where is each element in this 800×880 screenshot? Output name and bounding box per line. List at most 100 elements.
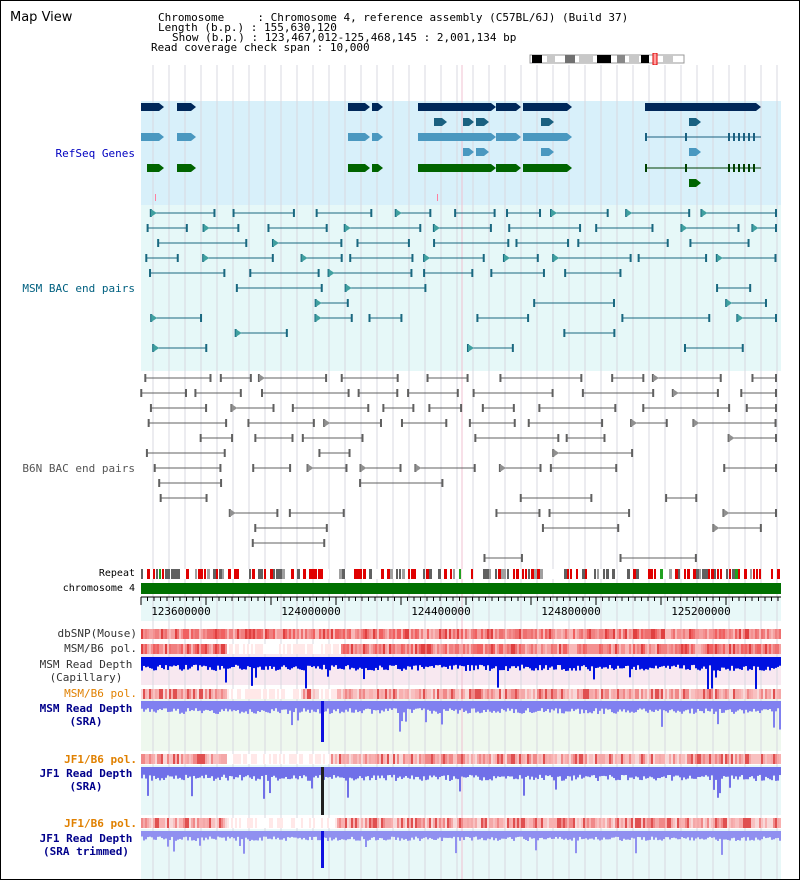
jf1-trim-depth-bar	[277, 831, 279, 838]
refseq-exon	[685, 164, 687, 172]
jf1-b6-pol-mark	[451, 754, 453, 764]
msm-capillary-depth-bar	[341, 657, 343, 670]
msm-capillary-depth-bar	[685, 657, 687, 670]
track-label-msm-b6-pol[interactable]: MSM/B6 pol.	[64, 642, 137, 655]
track-label-jf1-b6-pol-2[interactable]: JF1/B6 pol.	[64, 817, 137, 830]
b6n-bac-pair-arrow	[652, 374, 659, 382]
jf1-sra-depth-bar	[749, 767, 751, 778]
msm-capillary-depth-bar	[347, 657, 349, 666]
msm-b6-pol2-mark	[327, 689, 329, 699]
jf1-b6-pol2-mark	[251, 818, 253, 828]
msm-b6-pol2-mark	[185, 689, 187, 699]
dbsnp-mark	[507, 629, 509, 639]
msm-bac-pair-end	[542, 269, 545, 277]
msm-b6-pol-mark	[195, 644, 197, 654]
dbsnp-mark	[169, 629, 171, 639]
b6n-bac-pair-end	[483, 554, 486, 562]
repeat-mark	[651, 569, 653, 579]
jf1-trim-depth-bar	[765, 831, 767, 839]
msm-sra-depth-bar	[193, 701, 195, 711]
jf1-b6-pol-mark	[191, 754, 193, 764]
msm-b6-pol2-mark	[141, 689, 143, 699]
b6n-bac-pair-end	[512, 404, 515, 412]
msm-bac-pair-end	[629, 254, 632, 262]
msm-b6-pol2-mark	[321, 689, 323, 699]
msm-capillary-depth-bar	[755, 657, 757, 689]
repeat-mark	[387, 569, 390, 579]
track-label-jf1-b6-pol[interactable]: JF1/B6 pol.	[64, 753, 137, 766]
msm-b6-pol2-mark	[361, 689, 363, 699]
msm-b6-pol2-mark	[373, 689, 375, 699]
track-label-msm-b6-pol-2[interactable]: MSM/B6 pol.	[64, 687, 137, 700]
jf1-b6-pol2-mark	[515, 818, 517, 828]
jf1-sra-depth-bar	[471, 767, 473, 776]
msm-b6-pol-mark	[483, 644, 485, 654]
jf1-b6-pol-mark	[155, 754, 157, 764]
jf1-trim-depth-bar	[635, 831, 637, 854]
track-label-jf1-depth-sra[interactable]: JF1 Read Depth (SRA)	[39, 767, 133, 793]
msm-b6-pol-mark	[747, 644, 749, 654]
jf1-sra-depth-bar	[611, 767, 613, 777]
track-label-msm-depth-capillary[interactable]: MSM Read Depth (Capillary)	[39, 658, 133, 684]
dbsnp-mark	[717, 629, 719, 639]
dbsnp-mark	[603, 629, 605, 639]
track-label-repeat[interactable]: Repeat	[98, 568, 135, 579]
jf1-trim-depth-bar	[455, 831, 457, 854]
dbsnp-mark	[217, 629, 219, 639]
msm-b6-pol2-mark	[651, 689, 653, 699]
msm-sra-depth-bar	[249, 701, 251, 710]
repeat-mark	[159, 569, 161, 579]
msm-b6-pol2-mark	[725, 689, 727, 699]
msm-capillary-depth-bar	[355, 657, 357, 671]
dbsnp-mark	[351, 629, 353, 639]
track-label-msm-bac[interactable]: MSM BAC end pairs	[22, 282, 135, 295]
msm-bac-pair-end	[683, 344, 686, 352]
msm-sra-depth-bar	[329, 701, 331, 714]
jf1-sra-depth-bar	[469, 767, 471, 775]
jf1-b6-pol-mark	[465, 754, 467, 764]
msm-bac-pair-end	[320, 284, 323, 292]
track-label-b6n-bac[interactable]: B6N BAC end pairs	[22, 462, 135, 475]
jf1-trim-depth-bar	[565, 831, 567, 839]
chromosome-ideogram[interactable]	[529, 53, 689, 65]
msm-b6-pol2-mark	[641, 689, 643, 699]
jf1-trim-depth-bar	[395, 831, 397, 840]
jf1-sra-depth-bar	[279, 767, 281, 779]
refseq-gene-block	[372, 164, 378, 172]
jf1-sra-depth-bar	[707, 767, 709, 777]
msm-b6-pol2-mark	[359, 689, 361, 699]
msm-capillary-depth-bar	[235, 657, 237, 665]
track-label-jf1-depth-trimmed[interactable]: JF1 Read Depth (SRA trimmed)	[39, 832, 133, 858]
jf1-b6-pol2-mark	[421, 818, 423, 828]
msm-sra-depth-bar	[353, 701, 355, 713]
repeat-mark	[195, 569, 197, 579]
msm-capillary-depth-bar	[573, 657, 575, 669]
track-label-dbsnp[interactable]: dbSNP(Mouse)	[57, 627, 137, 640]
repeat-mark	[396, 569, 398, 579]
jf1-b6-pol2-mark	[651, 818, 653, 828]
msm-b6-pol-mark	[457, 644, 459, 654]
jf1-b6-pol2-mark	[441, 818, 443, 828]
msm-b6-pol2-mark	[259, 689, 261, 699]
msm-b6-pol-mark	[509, 644, 511, 654]
msm-capillary-depth-bar	[769, 657, 771, 671]
msm-b6-pol-mark	[617, 644, 619, 654]
refseq-gene-arrow	[191, 164, 196, 172]
dbsnp-mark	[487, 629, 489, 639]
track-label-refseq[interactable]: RefSeq Genes	[55, 147, 135, 160]
jf1-sra-depth-bar	[487, 767, 489, 781]
jf1-b6-pol-mark	[479, 754, 481, 764]
msm-b6-pol-mark	[537, 644, 539, 654]
b6n-bac-pair-end	[565, 434, 568, 442]
jf1-trim-depth-bar	[327, 831, 329, 841]
msm-b6-pol2-mark	[457, 689, 459, 699]
jf1-trim-depth-bar	[447, 831, 449, 838]
track-label-msm-depth-sra[interactable]: MSM Read Depth (SRA)	[39, 702, 133, 728]
jf1-trim-depth-bar	[683, 831, 685, 839]
jf1-b6-pol2-mark	[411, 818, 413, 828]
jf1-trim-depth-bar	[673, 831, 675, 838]
jf1-sra-depth-bar	[307, 767, 309, 781]
jf1-sra-depth-bar	[633, 767, 635, 780]
jf1-b6-pol2-mark	[215, 818, 217, 828]
repeat-mark	[300, 569, 302, 579]
